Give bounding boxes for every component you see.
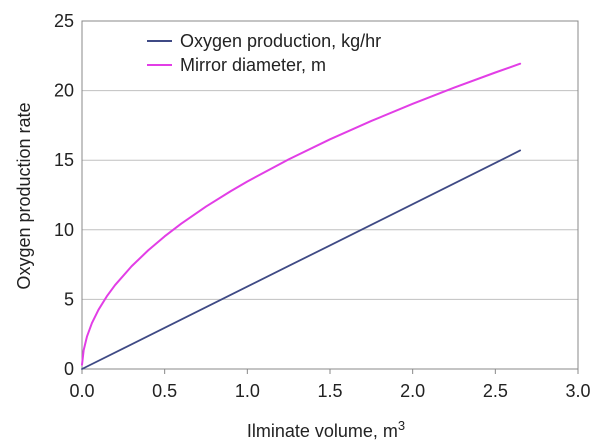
y-tick-label: 10 [54, 220, 74, 240]
x-tick-label: 1.5 [317, 381, 342, 401]
y-tick-label: 5 [64, 289, 74, 309]
y-axis-ticks: 0 5 10 15 20 25 [54, 11, 74, 379]
y-tick-label: 15 [54, 150, 74, 170]
series-line-oxygen-production [81, 149, 522, 370]
x-axis-title-superscript: 3 [398, 418, 405, 433]
series-line-mirror-diameter [81, 62, 522, 366]
x-tick-label: 0.5 [152, 381, 177, 401]
gridlines [82, 20, 578, 370]
x-tick-label: 0.0 [69, 381, 94, 401]
x-axis-title: Ilminate volume, m3 [247, 418, 405, 441]
y-tick-label: 0 [64, 359, 74, 379]
x-tick-label: 3.0 [565, 381, 590, 401]
x-tick-label: 1.0 [235, 381, 260, 401]
legend: Oxygen production, kg/hr Mirror diameter,… [147, 31, 381, 75]
series-lines [81, 62, 522, 370]
legend-label: Mirror diameter, m [180, 55, 326, 75]
x-tick-label: 2.5 [483, 381, 508, 401]
y-tick-label: 20 [54, 81, 74, 101]
x-tick-label: 2.0 [400, 381, 425, 401]
y-tick-label: 25 [54, 11, 74, 31]
x-axis-ticks: 0.0 0.5 1.0 1.5 2.0 2.5 3.0 [69, 369, 591, 401]
plot-area-frame [81, 20, 579, 370]
legend-label: Oxygen production, kg/hr [180, 31, 381, 51]
y-axis-title: Oxygen production rate [14, 102, 34, 289]
